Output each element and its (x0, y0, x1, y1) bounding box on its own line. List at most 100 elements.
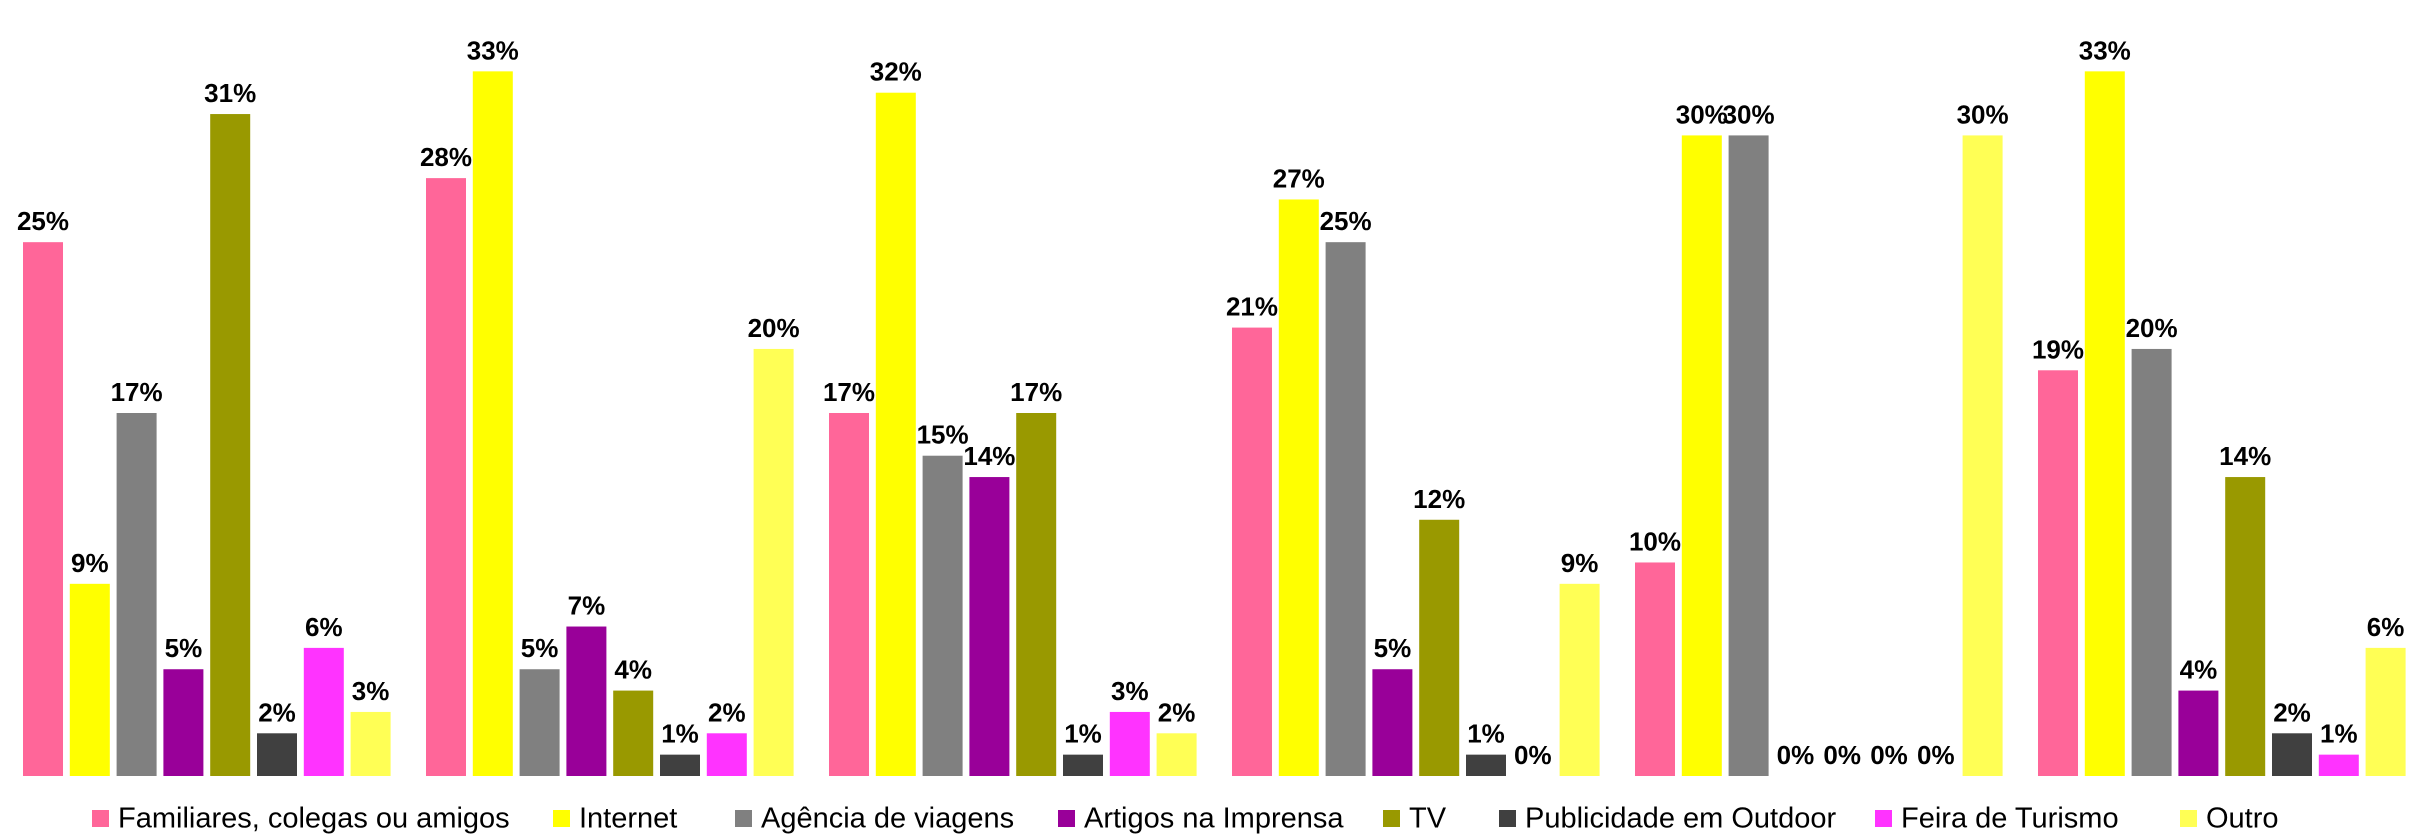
bar (660, 754, 700, 776)
value-label: 31% (204, 78, 256, 108)
value-label: 1% (2320, 719, 2358, 749)
legend-swatch (735, 810, 752, 827)
bar (1278, 199, 1319, 776)
bar (472, 71, 513, 776)
bar (519, 669, 560, 776)
value-label: 30% (1676, 99, 1728, 129)
bar (426, 178, 466, 776)
value-label: 5% (521, 633, 559, 663)
value-label: 10% (1629, 526, 1681, 556)
value-label: 0% (1870, 740, 1908, 770)
bar (2178, 690, 2219, 776)
value-label: 14% (963, 441, 1015, 471)
value-label: 33% (467, 35, 519, 65)
bar (969, 477, 1010, 776)
bar (922, 455, 963, 776)
legend-swatch (92, 810, 109, 827)
legend-swatch (553, 810, 570, 827)
bar (1466, 754, 1506, 776)
bar (1063, 754, 1103, 776)
value-label: 17% (111, 377, 163, 407)
value-label: 33% (2079, 35, 2131, 65)
bar (1372, 669, 1413, 776)
bar (257, 733, 297, 776)
bar (2225, 477, 2266, 776)
bar (1016, 413, 1057, 776)
value-label: 30% (1723, 99, 1775, 129)
value-label: 1% (1064, 719, 1102, 749)
value-label: 28% (420, 142, 472, 172)
value-label: 21% (1226, 292, 1278, 322)
bar (2272, 733, 2312, 776)
bar (1635, 562, 1675, 776)
value-label: 27% (1273, 163, 1325, 193)
bar (69, 583, 110, 776)
bar (566, 626, 607, 776)
value-label: 1% (661, 719, 699, 749)
bar (1232, 327, 1272, 776)
value-label: 0% (1777, 740, 1815, 770)
legend-label: Feira de Turismo (1901, 803, 2119, 835)
bar (23, 242, 63, 777)
bar (2365, 647, 2406, 776)
legend-swatch (1058, 810, 1075, 827)
value-label: 9% (1561, 548, 1599, 578)
bar (1109, 711, 1150, 776)
legend-label: Outro (2206, 803, 2279, 835)
value-label: 12% (1413, 484, 1465, 514)
value-label: 6% (2367, 612, 2405, 642)
value-label: 1% (1467, 719, 1505, 749)
value-label: 5% (1374, 633, 1412, 663)
bar (2084, 71, 2125, 776)
value-label: 17% (1010, 377, 1062, 407)
value-label: 30% (1957, 99, 2009, 129)
bar (706, 733, 747, 776)
legend-label: Agência de viagens (761, 803, 1014, 835)
bar (1962, 135, 2003, 777)
bar (2318, 754, 2359, 776)
value-label: 0% (1823, 740, 1861, 770)
bar (1156, 733, 1197, 776)
bar (1559, 583, 1600, 776)
value-label: 19% (2032, 334, 2084, 364)
value-label: 0% (1514, 740, 1552, 770)
value-label: 20% (2126, 313, 2178, 343)
bar (2038, 370, 2078, 776)
value-label: 15% (917, 420, 969, 450)
value-label: 2% (258, 697, 296, 727)
bar (303, 647, 344, 776)
legend-label: Internet (579, 803, 677, 835)
value-label: 2% (1158, 697, 1196, 727)
legend-swatch (2180, 810, 2197, 827)
value-label: 17% (823, 377, 875, 407)
legend-swatch (1383, 810, 1400, 827)
value-label: 7% (568, 591, 606, 621)
legend-label: Artigos na Imprensa (1084, 803, 1344, 835)
value-label: 2% (708, 697, 746, 727)
value-label: 20% (748, 313, 800, 343)
value-label: 4% (2180, 655, 2218, 685)
value-label: 5% (165, 633, 203, 663)
legend-label: Familiares, colegas ou amigos (118, 803, 510, 835)
legend-label: TV (1409, 803, 1447, 835)
bar (1325, 242, 1366, 777)
value-label: 25% (17, 206, 69, 236)
bar (1728, 135, 1769, 777)
bar (829, 413, 869, 776)
bar (1681, 135, 1722, 777)
value-label: 25% (1320, 206, 1372, 236)
value-label: 2% (2273, 697, 2311, 727)
legend-swatch (1499, 810, 1516, 827)
value-label: 0% (1917, 740, 1955, 770)
value-label: 3% (352, 676, 390, 706)
value-label: 9% (71, 548, 109, 578)
bar (613, 690, 654, 776)
bar (2131, 348, 2172, 776)
value-label: 4% (614, 655, 652, 685)
value-label: 3% (1111, 676, 1149, 706)
legend-label: Publicidade em Outdoor (1525, 803, 1836, 835)
bar (210, 114, 251, 776)
bar (116, 413, 157, 776)
bar (163, 669, 204, 776)
